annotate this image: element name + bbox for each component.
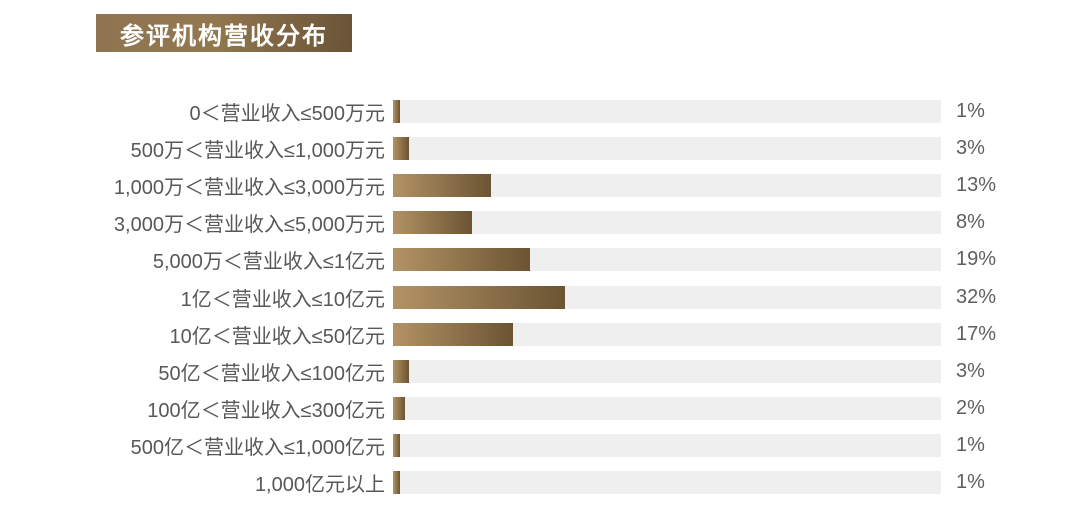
category-label: 500万＜营业收入≤1,000万元 [130,140,385,163]
value-label: 1% [956,100,985,123]
bar [393,433,400,457]
bar [393,100,400,124]
bar [393,396,406,420]
chart-title-badge: 参评机构营收分布 [96,14,352,52]
value-label: 2% [956,396,985,419]
category-label: 3,000万＜营业收入≤5,000万元 [113,214,385,237]
chart-row: 1亿＜营业收入≤10亿元 32% [0,278,1080,315]
bar [393,137,409,161]
chart-row: 5,000万＜营业收入≤1亿元 19% [0,241,1080,278]
chart-row: 0＜营业收入≤500万元 1% [0,93,1080,130]
chart-row: 3,000万＜营业收入≤5,000万元 8% [0,204,1080,241]
bar [393,359,409,383]
value-label: 13% [956,174,997,197]
category-label: 50亿＜营业收入≤100亿元 [158,362,385,385]
value-label: 3% [956,137,985,160]
category-label: 0＜营业收入≤500万元 [189,103,385,126]
value-label: 32% [956,285,997,308]
category-label: 5,000万＜营业收入≤1亿元 [152,251,385,274]
category-label: 100亿＜营业收入≤300亿元 [147,399,385,422]
bar [393,174,491,198]
chart-row: 500万＜营业收入≤1,000万元 3% [0,130,1080,167]
value-label: 17% [956,322,997,345]
category-label: 1,000亿元以上 [254,473,385,496]
bar [393,248,530,272]
bar [393,285,566,309]
bar-track [393,322,941,346]
category-label: 1,000万＜营业收入≤3,000万元 [113,177,385,200]
chart-row: 1,000亿元以上 1% [0,464,1080,501]
category-label: 10亿＜营业收入≤50亿元 [169,325,385,348]
value-label: 8% [956,211,985,234]
bar-track [393,433,941,457]
chart-row: 500亿＜营业收入≤1,000亿元 1% [0,427,1080,464]
value-label: 19% [956,248,997,271]
bar-track [393,248,941,272]
bar-chart: 0＜营业收入≤500万元 1% 500万＜营业收入≤1,000万元 3% 1,0… [0,93,1080,501]
chart-row: 50亿＜营业收入≤100亿元 3% [0,353,1080,390]
bar-track [393,137,941,161]
bar-track [393,211,941,235]
chart-row: 1,000万＜营业收入≤3,000万元 13% [0,167,1080,204]
bar [393,211,472,235]
bar-track [393,100,941,124]
bar-track [393,470,941,494]
bar-track [393,396,941,420]
category-label: 500亿＜营业收入≤1,000亿元 [130,436,385,459]
bar [393,470,400,494]
chart-title: 参评机构营收分布 [120,22,328,50]
bar [393,322,513,346]
bar-track [393,174,941,198]
bar-track [393,359,941,383]
bar-track [393,285,941,309]
chart-row: 10亿＜营业收入≤50亿元 17% [0,316,1080,353]
value-label: 1% [956,470,985,493]
chart-row: 100亿＜营业收入≤300亿元 2% [0,390,1080,427]
category-label: 1亿＜营业收入≤10亿元 [180,288,385,311]
value-label: 3% [956,359,985,382]
value-label: 1% [956,433,985,456]
